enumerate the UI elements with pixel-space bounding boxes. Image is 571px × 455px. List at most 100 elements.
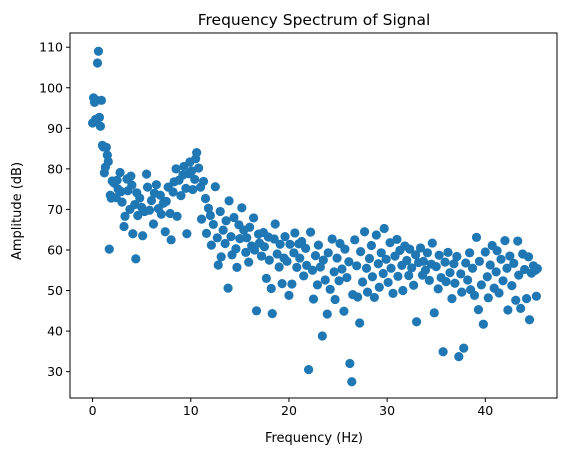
data-point (371, 230, 381, 240)
data-point (151, 180, 161, 190)
data-point (347, 377, 357, 387)
data-point (264, 255, 274, 265)
data-point (467, 263, 478, 273)
data-point (532, 264, 542, 274)
y-tick-label: 110 (39, 40, 63, 55)
data-point (407, 263, 417, 273)
data-point (415, 243, 426, 253)
data-point (131, 254, 141, 264)
data-point (422, 248, 432, 258)
y-axis: 30 40 50 60 70 80 90 100 110 (39, 40, 70, 379)
data-point (509, 258, 519, 268)
data-point (120, 211, 130, 221)
data-point (361, 263, 372, 273)
data-point (447, 294, 457, 304)
y-tick-label: 100 (39, 80, 63, 95)
data-point (386, 263, 396, 273)
data-point (218, 225, 228, 235)
data-point (378, 268, 388, 279)
data-point (473, 304, 484, 315)
data-point (94, 112, 105, 122)
data-point (224, 196, 234, 206)
y-tick-label: 40 (47, 324, 63, 339)
data-point (411, 250, 421, 260)
data-point (482, 272, 492, 282)
data-point (210, 182, 220, 192)
data-point (337, 264, 347, 274)
data-point (452, 251, 462, 262)
data-point (483, 293, 493, 303)
plot-frame (69, 32, 558, 399)
data-point (531, 291, 541, 301)
data-point (339, 306, 349, 316)
data-point (115, 167, 125, 178)
data-point (461, 258, 471, 268)
data-point (429, 308, 439, 318)
data-point (376, 248, 386, 258)
data-point (357, 277, 368, 287)
data-point (165, 208, 175, 219)
data-point (126, 171, 136, 181)
data-point (232, 262, 242, 273)
data-point (277, 279, 287, 289)
data-point (420, 265, 431, 275)
data-point (295, 253, 305, 263)
data-point (194, 163, 204, 173)
data-point (491, 267, 501, 277)
data-point (456, 269, 466, 279)
data-point (454, 352, 464, 362)
y-tick-label: 70 (47, 202, 63, 217)
data-point (356, 246, 366, 257)
data-point (282, 256, 292, 266)
data-point (474, 256, 485, 266)
data-point (385, 238, 395, 248)
data-point (200, 193, 211, 204)
data-point (303, 365, 314, 375)
data-point (308, 294, 319, 304)
data-point (229, 212, 239, 223)
data-point (267, 309, 277, 319)
y-tick-label: 50 (47, 283, 63, 298)
data-point (469, 290, 480, 300)
data-point (334, 276, 344, 286)
data-point (366, 240, 377, 251)
data-point (485, 260, 495, 270)
data-point (364, 253, 375, 264)
data-point (287, 279, 297, 289)
data-point (344, 257, 354, 267)
data-point (116, 186, 126, 197)
data-point (342, 272, 352, 283)
data-point (392, 234, 402, 245)
data-point (208, 219, 218, 230)
data-point (317, 331, 327, 341)
data-point (244, 257, 254, 267)
data-point (285, 239, 295, 249)
data-point (95, 121, 106, 131)
data-point (480, 247, 490, 257)
data-point (201, 228, 212, 238)
data-point (327, 234, 337, 244)
data-point (305, 227, 316, 237)
data-point (374, 282, 384, 292)
data-point (275, 239, 285, 249)
data-point (256, 251, 267, 261)
data-point (290, 228, 300, 238)
data-point (269, 234, 279, 244)
y-tick-label: 60 (47, 242, 63, 257)
data-point (359, 227, 370, 237)
data-point (427, 238, 437, 248)
data-point (325, 284, 335, 294)
data-point (160, 227, 170, 237)
y-tick-label: 30 (47, 364, 63, 379)
data-point (127, 180, 137, 190)
x-axis: 0 10 20 30 40 (89, 398, 493, 418)
data-point (220, 238, 230, 249)
data-point (330, 294, 340, 305)
data-point (373, 259, 383, 269)
data-point (155, 190, 165, 200)
data-point (434, 250, 444, 260)
data-point (345, 358, 355, 369)
data-point (310, 251, 321, 261)
data-point (266, 283, 276, 294)
